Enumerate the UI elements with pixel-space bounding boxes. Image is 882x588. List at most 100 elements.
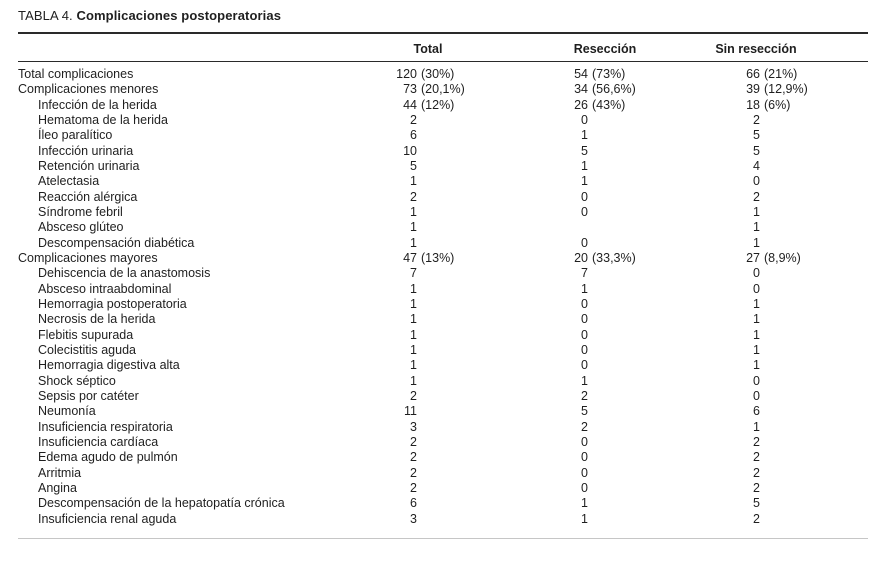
cell-sin-reseccion-num: 1 (753, 358, 760, 373)
cell-sin-reseccion-num: 5 (753, 143, 760, 158)
cell-total-num: 3 (410, 511, 417, 526)
cell-total-num: 2 (410, 388, 417, 403)
cell-total-num: 1 (410, 220, 417, 235)
cell-reseccion-num: 0 (581, 312, 588, 327)
cell-total-num: 2 (410, 465, 417, 480)
cell-reseccion-num: 0 (581, 450, 588, 465)
table-row: Absceso intraabdominal 1 1 0 (0, 282, 882, 297)
cell-total-num: 1 (410, 373, 417, 388)
cell-reseccion-num: 26 (574, 97, 588, 112)
cell-reseccion-num: 0 (581, 296, 588, 311)
row-label: Complicaciones menores (18, 82, 159, 97)
cell-reseccion-num: 0 (581, 480, 588, 495)
cell-reseccion-num: 7 (581, 266, 588, 281)
cell-sin-reseccion-num: 5 (753, 128, 760, 143)
cell-total-num: 11 (404, 404, 417, 419)
row-label: Absceso glúteo (38, 220, 124, 235)
cell-reseccion-pct: (33,3%) (592, 250, 636, 265)
table-row: Edema agudo de pulmón 2 0 2 (0, 450, 882, 465)
cell-reseccion-num: 0 (581, 112, 588, 127)
cell-total-num: 1 (410, 235, 417, 250)
cell-sin-reseccion-num: 1 (753, 296, 760, 311)
cell-reseccion-num: 1 (581, 128, 588, 143)
cell-sin-reseccion-num: 18 (746, 97, 760, 112)
cell-reseccion-num: 1 (581, 281, 588, 296)
top-rule (18, 32, 868, 34)
cell-sin-reseccion-num: 1 (753, 312, 760, 327)
table-row: Complicaciones mayores 47 (13%) 20 (33,3… (0, 251, 882, 266)
cell-total-num: 1 (410, 296, 417, 311)
row-label: Infección urinaria (38, 143, 134, 158)
table-body: Total complicaciones 120 (30%) 54 (73%) … (0, 67, 882, 527)
row-label: Total complicaciones (18, 67, 134, 81)
row-label: Hemorragia digestiva alta (38, 358, 180, 373)
table-row: Dehiscencia de la anastomosis 7 7 0 (0, 266, 882, 281)
cell-reseccion-num: 1 (581, 174, 588, 189)
table-row: Colecistitis aguda 1 0 1 (0, 343, 882, 358)
row-label: Sepsis por catéter (38, 388, 139, 403)
cell-reseccion-num: 20 (574, 250, 588, 265)
cell-reseccion-num: 0 (581, 189, 588, 204)
row-label: Colecistitis aguda (38, 342, 136, 357)
cell-sin-reseccion-num: 0 (753, 373, 760, 388)
row-label: Retención urinaria (38, 158, 140, 173)
cell-total-num: 1 (410, 358, 417, 373)
row-label: Íleo paralítico (38, 128, 113, 143)
table-row: Retención urinaria 5 1 4 (0, 159, 882, 174)
cell-sin-reseccion-num: 1 (753, 342, 760, 357)
cell-reseccion-num: 54 (574, 67, 588, 81)
table-row: Infección de la herida 44 (12%) 26 (43%)… (0, 98, 882, 113)
cell-sin-reseccion-num: 1 (753, 327, 760, 342)
cell-sin-reseccion-num: 0 (753, 174, 760, 189)
table-row: Insuficiencia cardíaca 2 0 2 (0, 435, 882, 450)
row-label: Insuficiencia cardíaca (38, 434, 159, 449)
cell-reseccion-num: 0 (581, 434, 588, 449)
cell-total-pct: (13%) (421, 250, 455, 265)
row-label: Reacción alérgica (38, 189, 138, 204)
cell-total-num: 3 (410, 419, 417, 434)
cell-sin-reseccion-num: 1 (753, 235, 760, 250)
cell-sin-reseccion-num: 2 (753, 450, 760, 465)
row-label: Complicaciones mayores (18, 250, 158, 265)
cell-reseccion-num: 0 (581, 327, 588, 342)
cell-total-num: 2 (410, 480, 417, 495)
row-label: Hematoma de la herida (38, 112, 168, 127)
cell-sin-reseccion-num: 2 (753, 465, 760, 480)
table-row: Shock séptico 1 1 0 (0, 374, 882, 389)
table-row: Insuficiencia renal aguda 3 1 2 (0, 512, 882, 527)
cell-sin-reseccion-pct: (8,9%) (764, 250, 801, 265)
row-label: Flebitis supurada (38, 327, 134, 342)
row-label: Síndrome febril (38, 204, 123, 219)
row-label: Neumonía (38, 404, 96, 419)
cell-sin-reseccion-num: 27 (746, 250, 760, 265)
cell-reseccion-pct: (56,6%) (592, 82, 636, 97)
cell-total-num: 1 (410, 342, 417, 357)
table-row: Reacción alérgica 2 0 2 (0, 190, 882, 205)
cell-total-num: 44 (403, 97, 417, 112)
table-row: Infección urinaria 10 5 5 (0, 144, 882, 159)
table-row: Arritmia 2 0 2 (0, 466, 882, 481)
row-label: Dehiscencia de la anastomosis (38, 266, 211, 281)
table-row: Angina 2 0 2 (0, 481, 882, 496)
row-label: Hemorragia postoperatoria (38, 296, 187, 311)
cell-reseccion-num: 2 (581, 388, 588, 403)
cell-reseccion-num: 1 (581, 496, 588, 511)
row-label: Descompensación diabética (38, 235, 195, 250)
cell-sin-reseccion-num: 4 (753, 158, 760, 173)
cell-sin-reseccion-num: 1 (753, 204, 760, 219)
cell-reseccion-num: 5 (581, 143, 588, 158)
row-label: Atelectasia (38, 174, 100, 189)
cell-total-pct: (20,1%) (421, 82, 465, 97)
cell-total-num: 1 (410, 327, 417, 342)
table-row: Hemorragia digestiva alta 1 0 1 (0, 358, 882, 373)
cell-reseccion-pct: (43%) (592, 97, 626, 112)
row-label: Insuficiencia respiratoria (38, 419, 173, 434)
table-row: Complicaciones menores 73 (20,1%) 34 (56… (0, 82, 882, 97)
cell-total-num: 6 (410, 496, 417, 511)
column-header-sin-reseccion: Sin resección (715, 42, 797, 56)
cell-reseccion-num: 1 (581, 511, 588, 526)
row-label: Descompensación de la hepatopatía crónic… (38, 496, 285, 511)
cell-sin-reseccion-num: 0 (753, 388, 760, 403)
cell-reseccion-num: 1 (581, 158, 588, 173)
table-row: Total complicaciones 120 (30%) 54 (73%) … (0, 67, 882, 82)
